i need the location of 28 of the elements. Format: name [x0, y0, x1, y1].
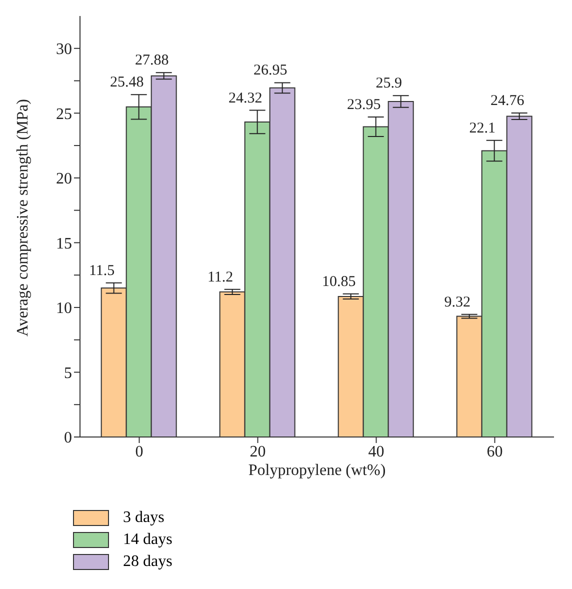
- y-tick-label: 0: [64, 430, 72, 447]
- x-axis-title: Polypropylene (wt%): [248, 462, 386, 479]
- data-label: 23.95: [346, 97, 381, 114]
- data-label: 27.88: [134, 52, 169, 69]
- x-tick-label: 60: [486, 443, 503, 460]
- data-label: 9.32: [444, 294, 470, 310]
- data-label: 25.48: [110, 74, 144, 91]
- data-label: 24.76: [490, 93, 525, 110]
- y-tick-label: 30: [56, 41, 72, 58]
- data-label: 22.1: [469, 120, 496, 136]
- x-tick-label: 40: [368, 443, 384, 460]
- y-tick-label: 15: [56, 235, 72, 252]
- y-tick-label: 5: [64, 364, 72, 382]
- x-tick-label: 0: [135, 443, 144, 460]
- data-label: 10.85: [322, 274, 356, 290]
- legend-label: 28 days: [123, 553, 172, 571]
- legend-label: 3 days: [123, 509, 164, 527]
- y-axis-title: Average compressive strength (MPa): [14, 99, 32, 336]
- y-tick-label: 10: [56, 300, 72, 318]
- y-tick-label: 25: [56, 106, 72, 123]
- legend-label: 14 days: [123, 531, 172, 549]
- data-label: 11.5: [88, 262, 115, 279]
- y-tick-label: 20: [56, 170, 72, 188]
- data-label: 24.32: [228, 90, 262, 106]
- x-tick-label: 20: [250, 443, 266, 460]
- data-label: 25.9: [376, 76, 402, 92]
- data-label: 11.2: [207, 269, 234, 286]
- data-label: 26.95: [253, 62, 288, 79]
